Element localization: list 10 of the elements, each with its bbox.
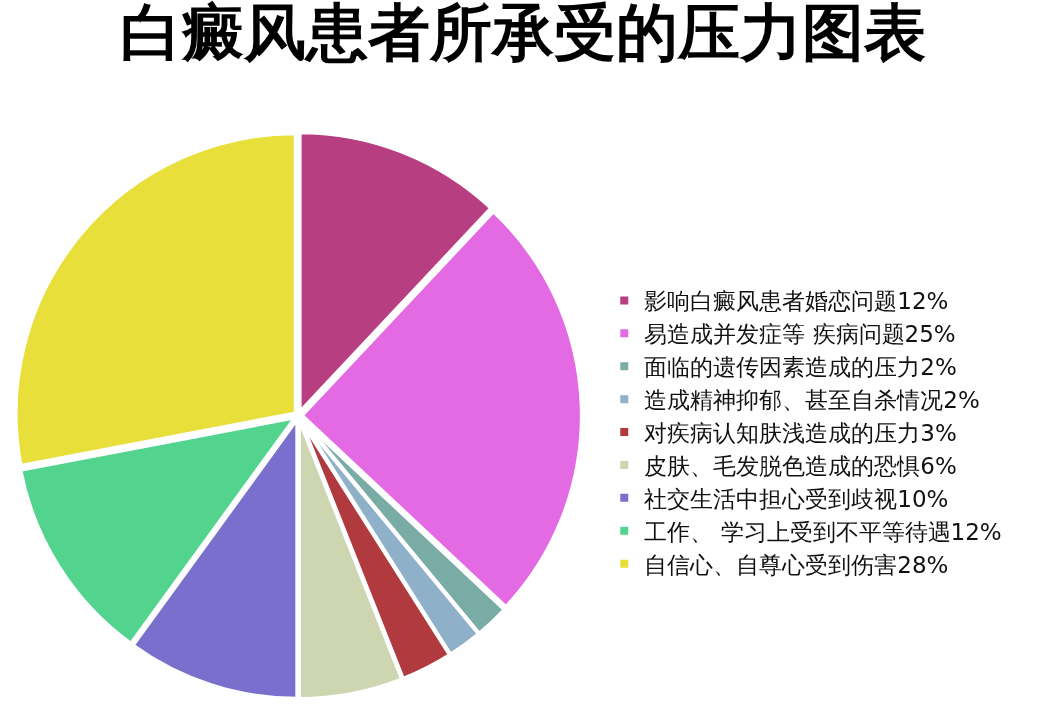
legend-label: 造成精神抑郁、甚至自杀情况2%	[644, 387, 980, 414]
legend-label: 皮肤、毛发脱色造成的恐惧6%	[644, 452, 957, 479]
legend-label: 对疾病认知肤浅造成的压力3%	[644, 420, 957, 447]
legend-label: 面临的遗传因素造成的压力2%	[644, 354, 957, 381]
legend-label: 社交生活中担心受到歧视10%	[644, 485, 949, 512]
legend-label: 工作、 学习上受到不平等待遇12%	[644, 518, 1002, 545]
legend-label: 易造成并发症等 疾病问题25%	[644, 321, 956, 348]
chart-title: 白癜风患者所承受的压力图表	[119, 0, 926, 69]
legend-label: 自信心、自尊心受到伤害28%	[644, 551, 949, 578]
legend-label: 影响白癜风患者婚恋问题12%	[644, 288, 949, 315]
